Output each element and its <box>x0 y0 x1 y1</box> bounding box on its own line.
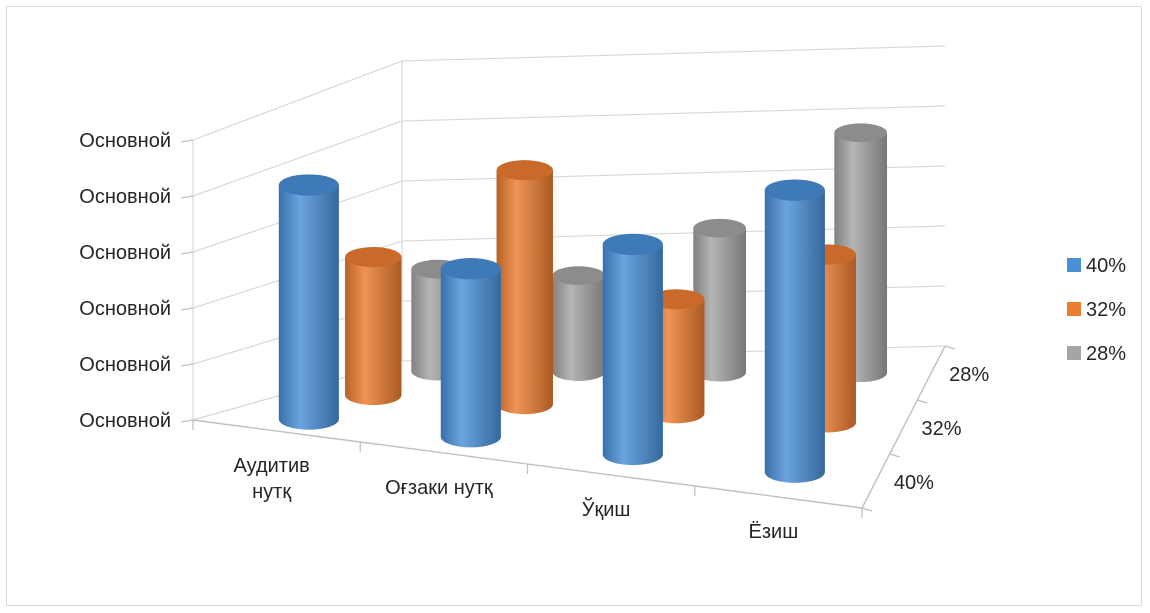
bar-body <box>278 185 339 430</box>
depth-tick-mark <box>861 507 873 512</box>
depth-tick-label: 28% <box>949 364 989 386</box>
bar-body <box>764 190 825 483</box>
legend-swatch <box>1067 258 1081 272</box>
bar-body <box>345 257 402 406</box>
y-tick-mark <box>180 139 194 143</box>
y-tick-mark <box>180 363 194 367</box>
y-tick-mark <box>180 195 194 199</box>
depth-tick-label: 40% <box>894 472 934 494</box>
legend-swatch <box>1067 346 1081 360</box>
bar-40pct-2 <box>602 233 663 466</box>
bar-top <box>278 174 339 196</box>
axes <box>180 139 956 518</box>
bar-top <box>834 123 888 143</box>
x-tick-label: Аудитив <box>234 455 310 477</box>
legend-swatch <box>1067 302 1081 316</box>
x-tick-label: нутқ <box>252 481 291 503</box>
bar-32pct-1 <box>496 160 553 415</box>
y-tick-label: Основной <box>79 242 171 264</box>
depth-tick-mark <box>889 453 900 458</box>
bar-body <box>496 170 553 415</box>
bar-body <box>602 244 663 466</box>
depth-axis-line <box>861 345 946 509</box>
bar-top <box>552 266 606 285</box>
bar-28pct-1 <box>552 266 606 381</box>
bar-top <box>440 258 501 280</box>
legend-label: 40% <box>1086 255 1126 277</box>
bar-top <box>764 179 825 201</box>
gridlines <box>192 45 946 421</box>
bar-32pct-0 <box>345 247 402 406</box>
y-tick-label: Основной <box>79 298 171 320</box>
bar-top <box>496 160 553 181</box>
y-tick-mark <box>180 307 194 311</box>
data-bars <box>278 123 888 483</box>
bar-40pct-1 <box>440 258 501 448</box>
bar-body <box>693 228 747 382</box>
y-tick-label: Основной <box>79 130 171 152</box>
depth-tick-label: 32% <box>922 418 962 440</box>
depth-tick-mark <box>944 345 956 350</box>
bar-body <box>440 268 501 448</box>
x-tick-label: Ёзиш <box>749 521 799 543</box>
x-tick-label: Оғзаки нутқ <box>385 477 493 499</box>
bar-40pct-0 <box>278 174 339 430</box>
y-tick-mark <box>180 419 194 423</box>
x-tick-label: Ўқиш <box>582 497 631 521</box>
bar-top <box>345 247 402 268</box>
y-tick-label: Основной <box>79 410 171 432</box>
axis-labels: Основной Основной Основной Основной Основной… <box>79 130 989 543</box>
legend-label: 28% <box>1086 343 1126 365</box>
y-tick-mark <box>180 251 194 255</box>
bar-body <box>552 275 606 381</box>
bar-top <box>693 218 747 238</box>
y-tick-label: Основной <box>79 186 171 208</box>
depth-tick-mark <box>917 399 928 404</box>
legend-label: 32% <box>1086 299 1126 321</box>
bar-40pct-3 <box>764 179 825 483</box>
bar-28pct-2 <box>693 218 747 382</box>
legend: 40% 32% 28% <box>1067 255 1126 365</box>
y-tick-label: Основной <box>79 354 171 376</box>
gridline <box>192 45 946 141</box>
bar-top <box>602 233 663 256</box>
